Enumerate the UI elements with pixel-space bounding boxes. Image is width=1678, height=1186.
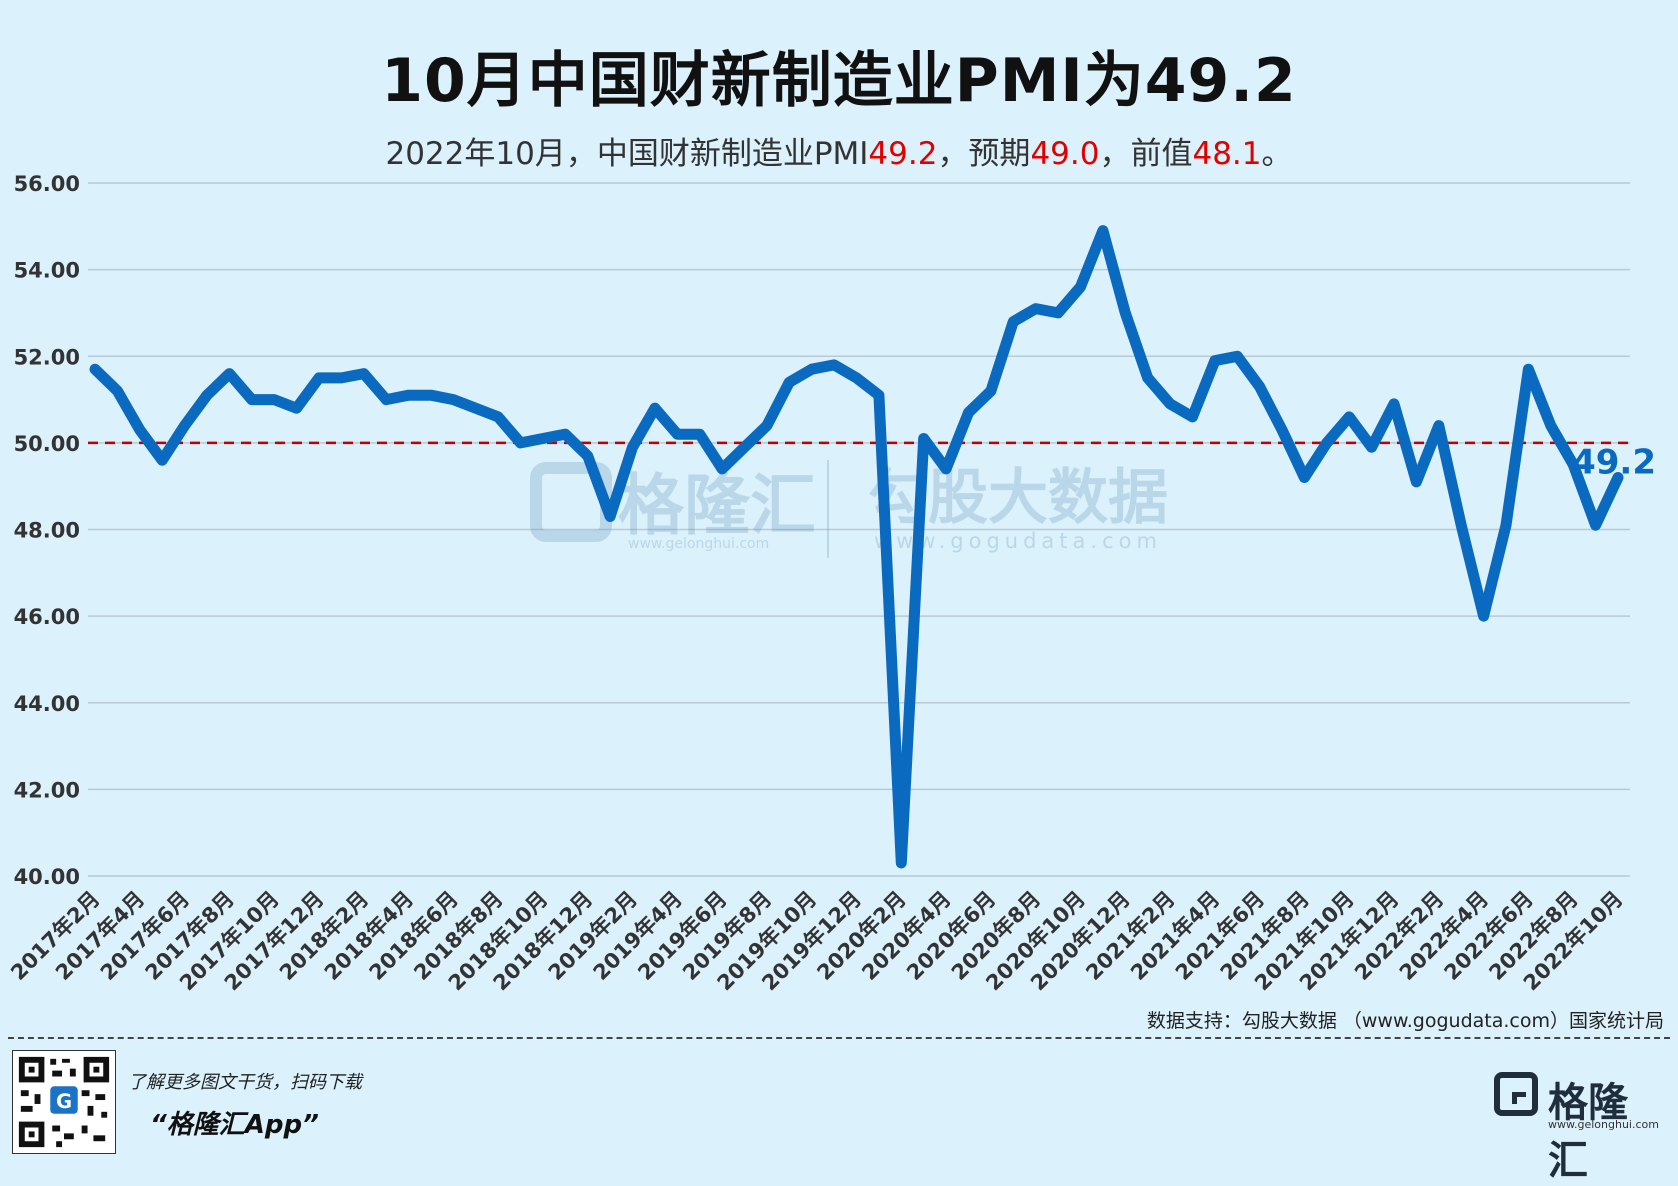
footer-divider <box>8 1037 1670 1039</box>
subtitle-value-actual: 49.2 <box>868 136 938 172</box>
watermark-data-brand: 勾股大数据 <box>868 463 1168 533</box>
gelonghui-logo-mark-icon <box>1494 1072 1538 1116</box>
gelonghui-logo-text: 格隆汇 <box>1548 1080 1628 1184</box>
y-tick-label: 48.00 <box>14 519 80 543</box>
y-tick-label: 54.00 <box>14 259 80 283</box>
subtitle-value-expected: 49.0 <box>1030 136 1100 172</box>
pmi-line-chart: 40.00 42.00 44.00 46.00 48.00 50.00 52.00 54.00… <box>6 172 1656 996</box>
y-axis-labels: 40.00 42.00 44.00 46.00 48.00 50.00 52.00 54.00… <box>14 172 80 889</box>
y-tick-label: 52.00 <box>14 345 80 369</box>
gelonghui-logo: 格隆汇 www.gelonghui.com <box>1494 1070 1664 1184</box>
subtitle-value-previous: 48.1 <box>1192 136 1262 172</box>
y-tick-label: 44.00 <box>14 692 80 716</box>
watermark: 格隆汇 www.gelonghui.com 勾股大数据 www.gogudata… <box>530 460 1168 558</box>
qr-code: G <box>12 1050 116 1154</box>
subtitle-text-4: 。 <box>1261 136 1293 172</box>
promo-line-2: “格隆汇App” <box>150 1110 319 1140</box>
chart-title: 10月中国财新制造业PMI为49.2 <box>381 46 1297 116</box>
y-tick-label: 42.00 <box>14 778 80 802</box>
gelonghui-logo-url: www.gelonghui.com <box>1548 1118 1659 1131</box>
promo-line-1: 了解更多图文干货，扫码下载 <box>128 1072 362 1093</box>
pmi-series-line <box>89 225 1624 869</box>
chart-subtitle: 2022年10月，中国财新制造业PMI49.2，预期49.0，前值48.1。 <box>0 128 1678 173</box>
data-source-note: 数据支持：勾股大数据 （www.gogudata.com）国家统计局 <box>1146 1010 1664 1032</box>
y-tick-label: 50.00 <box>14 432 80 456</box>
y-tick-label: 56.00 <box>14 172 80 196</box>
subtitle-text-3: ，前值 <box>1099 136 1193 172</box>
last-value-label: 49.2 <box>1572 443 1656 483</box>
watermark-brand: 格隆汇 <box>618 467 816 544</box>
x-axis-labels: 2017年2月2017年4月2017年6月2017年8月2017年10月2017… <box>6 887 1627 996</box>
grid-lines <box>88 182 1630 877</box>
subtitle-text-1: 2022年10月，中国财新制造业PMI <box>385 136 869 172</box>
y-tick-label: 40.00 <box>14 865 80 889</box>
y-tick-label: 46.00 <box>14 605 80 629</box>
subtitle-text-2: ，预期 <box>937 136 1031 172</box>
qr-center-logo-letter: G <box>56 1090 72 1113</box>
watermark-brand-url: www.gelonghui.com <box>628 536 769 552</box>
